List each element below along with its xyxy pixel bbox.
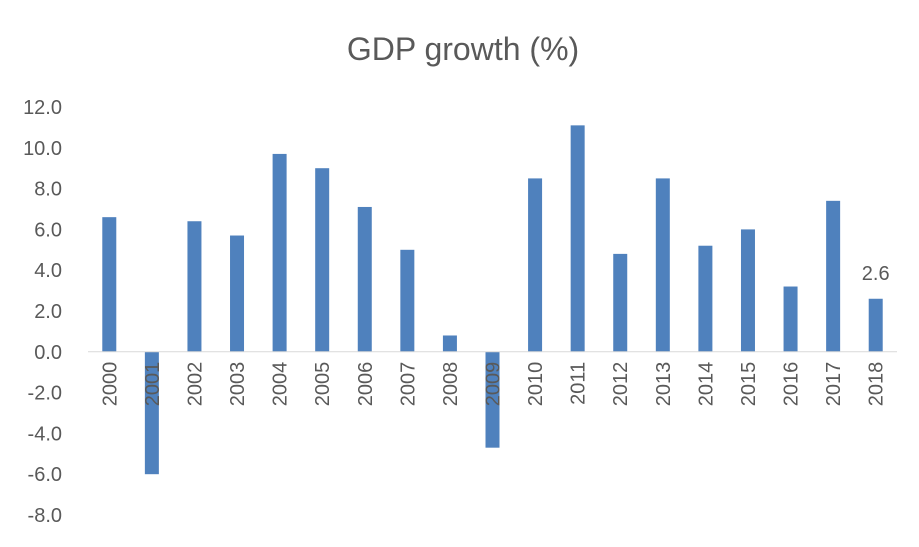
bar-2005 [315,168,330,352]
x-tick-label: 2018 [866,362,888,407]
x-tick-label: 2004 [270,362,292,407]
bar-2001 [144,351,159,475]
x-tick-label: 2006 [355,362,377,407]
x-tick-label: 2011 [568,362,590,405]
bar-2008 [442,335,457,352]
bar-2016 [783,286,798,352]
y-tick-label: 0.0 [34,342,62,364]
bar-2007 [400,249,415,352]
x-tick-label: 2010 [525,362,547,407]
bar-2013 [655,178,670,352]
y-tick-label: 10.0 [23,138,62,160]
bar-2015 [740,229,755,352]
bar-2010 [528,178,543,352]
x-tick-label: 2001 [142,362,164,407]
data-labels: 2.6 [862,263,890,285]
y-tick-label: -6.0 [28,464,62,486]
x-tick-label: 2005 [312,362,334,407]
bar-2011 [570,125,585,352]
y-tick-label: 6.0 [34,219,62,241]
bar-2014 [698,245,713,352]
x-tick-label: 2012 [610,362,632,407]
chart-title: GDP growth (%) [347,31,579,67]
bar-2002 [187,221,202,352]
bar-2009 [485,351,500,448]
bar-2018 [868,298,883,352]
bars [102,125,883,475]
y-tick-label: -4.0 [28,423,62,445]
bar-2006 [357,206,372,352]
y-tick-label: -8.0 [28,505,62,527]
x-tick-label: 2000 [99,362,121,407]
x-axis: 2000 2001 2002 2003 2004 2005 2006 2007 2008 2009… [99,362,887,407]
y-tick-label: 12.0 [23,97,62,119]
x-tick-label: 2013 [653,362,675,407]
x-tick-label: 2003 [227,362,249,407]
data-label: 2.6 [862,263,890,285]
bar-2012 [613,253,628,352]
x-tick-label: 2015 [738,362,760,407]
bar-2017 [826,200,841,352]
x-tick-label: 2014 [695,362,717,407]
x-tick-label: 2007 [397,362,419,407]
y-tick-label: -2.0 [28,383,62,405]
x-tick-label: 2002 [184,362,206,407]
y-tick-label: 4.0 [34,260,62,282]
bar-2000 [102,217,117,352]
x-tick-label: 2016 [781,362,803,407]
x-tick-label: 2017 [823,362,845,407]
bar-2004 [272,153,287,352]
bar-2003 [230,235,245,352]
x-tick-label: 2009 [483,362,505,407]
y-axis: 12.0 10.0 8.0 6.0 4.0 2.0 0.0 -2.0 -4.0 -6.0 -8.0 [23,97,62,527]
y-tick-label: 2.0 [34,301,62,323]
y-tick-label: 8.0 [34,179,62,201]
x-tick-label: 2008 [440,362,462,407]
